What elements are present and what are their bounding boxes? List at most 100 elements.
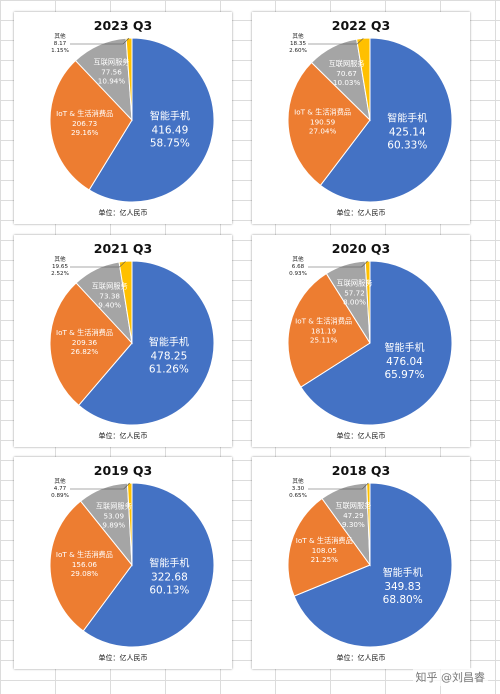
pie-slice-smartphone [88, 37, 215, 203]
slice-label-name: 智能手机 [387, 112, 427, 125]
slice-label-value: 8.17 [54, 41, 67, 47]
pie-slice-other [356, 37, 371, 121]
slice-label-value: 53.09 [104, 512, 125, 521]
unit-label: 单位：亿人民币 [98, 654, 148, 662]
slice-label-value: 206.73 [72, 119, 97, 128]
leader-line [308, 482, 369, 490]
chart-title: 2023 Q3 [93, 18, 153, 33]
slice-label-value: 190.59 [310, 117, 336, 126]
slice-label-percent: 60.33% [387, 140, 427, 152]
slice-label-name: 智能手机 [149, 556, 189, 569]
unit-label: 单位：亿人民币 [98, 209, 148, 217]
slice-label-name: 互联网服务 [337, 279, 373, 288]
slice-label-value: 425.14 [389, 127, 426, 139]
slice-label-percent: 29.08% [71, 569, 99, 578]
slice-label-value: 73.38 [99, 291, 120, 300]
slice-label-value: 3.30 [292, 486, 305, 492]
slice-label-value: 156.06 [72, 560, 98, 569]
leader-line [70, 261, 126, 268]
chart-panel-2: 2022 Q3 智能手机 425.14 60.33% IoT & 生活消费品 190.5… [252, 12, 470, 224]
slice-label-value: 108.05 [312, 546, 337, 555]
chart-panel-6: 2018 Q3 智能手机 349.83 68.80% IoT & 生活消费品 108.0… [252, 457, 470, 669]
slice-label-percent: 10.94% [98, 77, 126, 86]
slice-label-value: 4.77 [54, 486, 67, 492]
pie-slice-iot [287, 272, 371, 388]
pie-slice-other [125, 37, 133, 121]
watermark: 知乎 @刘昌睿 [412, 668, 488, 686]
chart-panel-4: 2020 Q3 智能手机 476.04 65.97% IoT & 生活消费品 181.1… [252, 235, 470, 447]
slice-label-percent: 8.00% [343, 298, 366, 307]
pie-slice-iot [49, 59, 133, 191]
slice-label-percent: 0.89% [51, 493, 69, 499]
leader-line [70, 37, 130, 45]
chart-title: 2020 Q3 [331, 241, 391, 256]
leader-line [308, 38, 364, 45]
pie-slice-smartphone [319, 37, 453, 203]
slice-label-value: 18.35 [290, 41, 306, 47]
unit-label: 单位：亿人民币 [98, 432, 148, 440]
slice-label-name: 互联网服务 [335, 501, 371, 510]
pie-slice-smartphone [77, 260, 215, 426]
slice-label-percent: 68.80% [383, 594, 423, 606]
slice-label-value: 6.68 [292, 264, 305, 270]
slice-label-name: 其他 [54, 477, 66, 485]
leader-line [308, 260, 368, 268]
slice-label-percent: 65.97% [384, 369, 424, 381]
slice-label-value: 349.83 [384, 581, 421, 593]
slice-label-value: 19.65 [52, 264, 68, 270]
pie-slice-smartphone [293, 482, 453, 648]
slice-label-value: 77.56 [101, 68, 122, 77]
slice-label-name: IoT & 生活消费品 [295, 317, 352, 326]
slice-label-name: 互联网服务 [96, 502, 132, 511]
slice-label-percent: 21.25% [311, 555, 339, 564]
slice-label-value: 478.25 [151, 351, 188, 363]
chart-panel-1: 2023 Q3 智能手机 416.49 58.75% IoT & 生活消费品 206.7… [14, 12, 232, 224]
slice-label-value: 181.19 [311, 327, 337, 336]
slice-label-name: IoT & 生活消费品 [56, 328, 113, 337]
slice-label-percent: 1.15% [51, 48, 69, 54]
slice-label-name: IoT & 生活消费品 [56, 550, 113, 559]
slice-label-percent: 27.04% [309, 126, 337, 135]
slice-label-percent: 25.11% [310, 336, 338, 345]
chart-panel-3: 2021 Q3 智能手机 478.25 61.26% IoT & 生活消费品 209.3… [14, 235, 232, 447]
slice-label-name: 智能手机 [150, 110, 190, 123]
pie-slice-smartphone [82, 482, 215, 648]
chart-title: 2022 Q3 [331, 18, 391, 33]
slice-label-name: 其他 [292, 477, 304, 485]
slice-label-value: 416.49 [152, 125, 189, 137]
slice-label-percent: 26.82% [71, 347, 99, 356]
pie-slice-iot [49, 500, 133, 632]
pie-slice-other [366, 482, 371, 566]
slice-label-name: 其他 [292, 32, 304, 40]
slice-label-name: IoT & 生活消费品 [296, 536, 353, 545]
slice-label-percent: 61.26% [149, 364, 189, 376]
slice-label-value: 209.36 [72, 338, 98, 347]
slice-label-name: 其他 [54, 255, 66, 263]
chart-panel-5: 2019 Q3 智能手机 322.68 60.13% IoT & 生活消费品 156.0… [14, 457, 232, 669]
slice-label-percent: 60.13% [149, 584, 189, 596]
leader-line [70, 482, 130, 490]
slice-label-name: IoT & 生活消费品 [56, 109, 113, 118]
slice-label-value: 57.72 [344, 289, 365, 298]
pie-slice-iot [287, 497, 371, 597]
slice-label-name: 互联网服务 [329, 59, 365, 68]
chart-title: 2021 Q3 [93, 241, 153, 256]
slice-label-name: 互联网服务 [92, 281, 128, 290]
pie-slice-other [118, 260, 133, 344]
slice-label-percent: 10.03% [333, 78, 361, 87]
unit-label: 单位：亿人民币 [336, 209, 386, 217]
slice-label-name: IoT & 生活消费品 [294, 107, 351, 116]
slice-label-name: 其他 [292, 255, 304, 263]
slice-label-value: 322.68 [151, 571, 188, 583]
slice-label-percent: 0.65% [289, 493, 307, 499]
slice-label-percent: 2.60% [289, 48, 307, 54]
slice-label-percent: 0.93% [289, 271, 307, 277]
slice-label-value: 476.04 [386, 356, 423, 368]
slice-label-percent: 58.75% [150, 138, 190, 150]
